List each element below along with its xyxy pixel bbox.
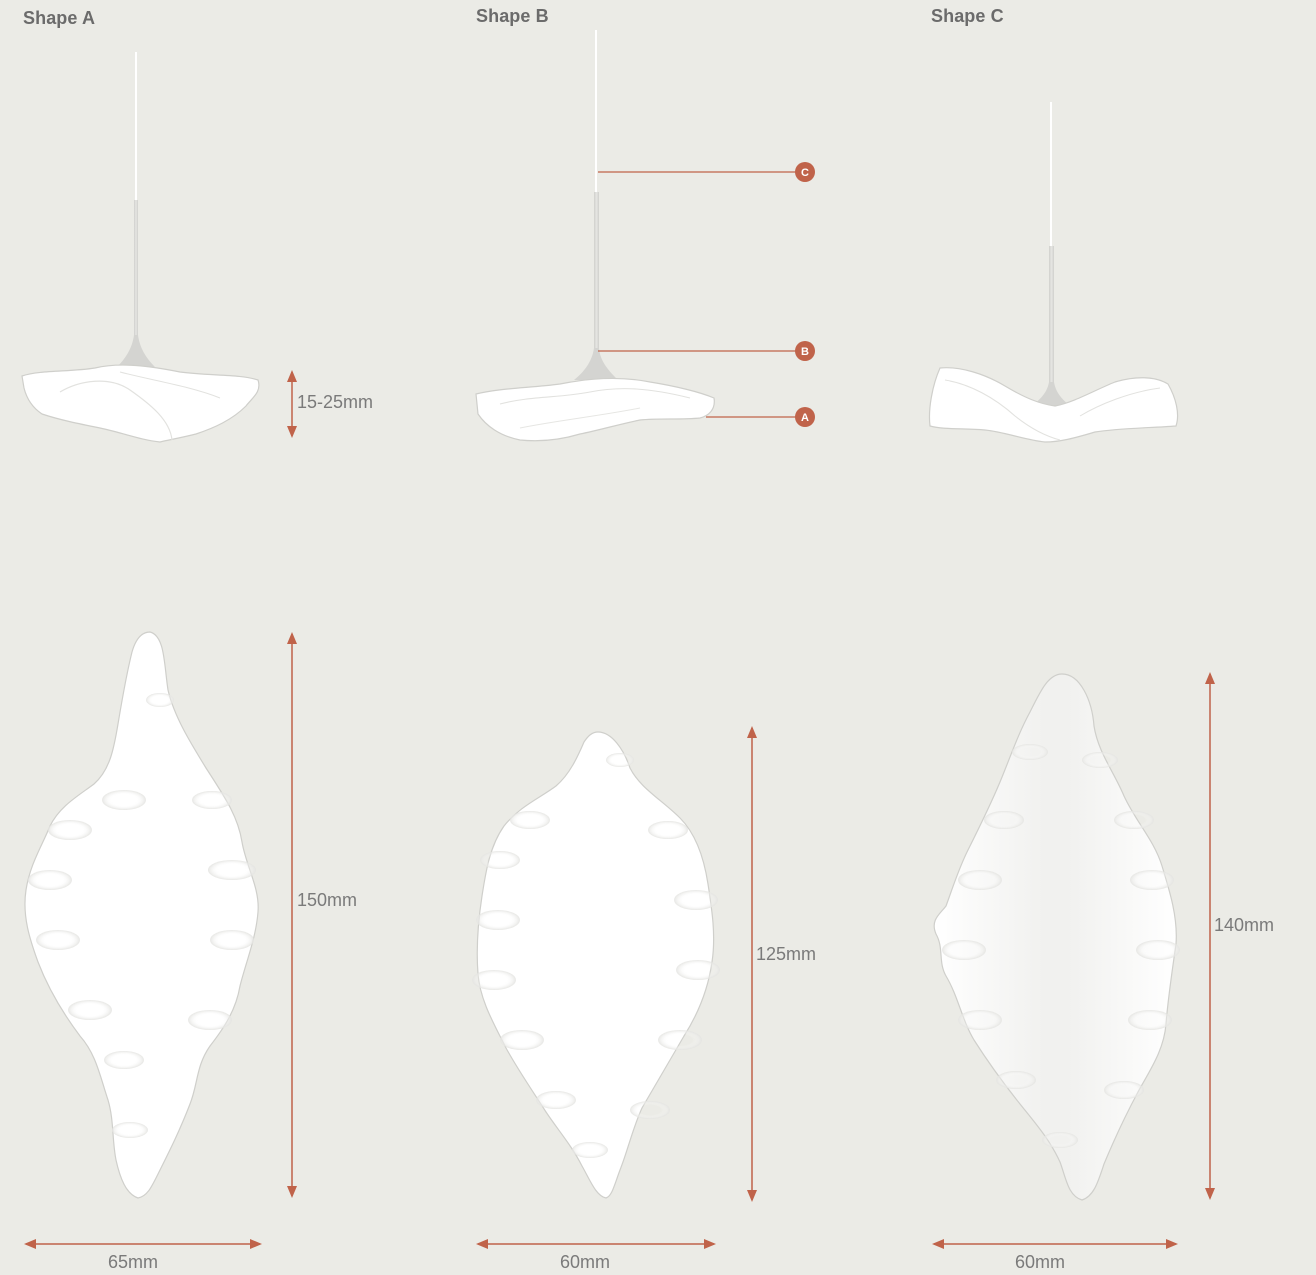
shape-a-stem xyxy=(134,200,138,340)
shape-b-width-label: 60mm xyxy=(560,1252,611,1272)
shape-b-length-label: 125mm xyxy=(756,944,817,964)
callout-c-marker xyxy=(795,162,815,182)
shape-c-length-label: 140mm xyxy=(1214,915,1275,935)
shape-c-shade-profile xyxy=(928,367,1179,443)
shape-c-width-label: 60mm xyxy=(1015,1252,1066,1272)
shape-a-length-label: 150mm xyxy=(297,890,358,910)
shape-c-title: Shape C xyxy=(931,6,1004,26)
shape-c-shade-outline xyxy=(933,673,1177,1201)
shape-b-title: Shape B xyxy=(476,6,549,26)
shape-a-width-label: 65mm xyxy=(108,1252,159,1272)
callout-b-marker xyxy=(795,341,815,361)
shape-a-canopy xyxy=(116,335,156,368)
shape-b-canopy xyxy=(574,348,618,380)
callout-a-marker xyxy=(795,407,815,427)
shape-a-side-view xyxy=(21,52,260,443)
shape-a-title: Shape A xyxy=(23,8,96,28)
shape-a-shade-outline xyxy=(24,631,259,1199)
shape-c-stem xyxy=(1049,246,1054,386)
shape-b-stem xyxy=(594,192,599,352)
callout-a-label: A xyxy=(801,412,809,424)
shape-c-side-view xyxy=(928,102,1179,443)
shape-b-side-view xyxy=(475,30,715,442)
shape-b-callouts: C B A xyxy=(598,162,815,427)
shape-b-top-view xyxy=(472,731,720,1199)
shape-a-top-view xyxy=(24,631,259,1199)
shape-a-shade-profile xyxy=(21,364,260,443)
callout-b-label: B xyxy=(801,346,809,358)
shape-a-height-label: 15-25mm xyxy=(297,392,374,412)
shape-b-shade-profile xyxy=(475,377,715,442)
callout-c-label: C xyxy=(801,167,809,179)
shape-b-shade-outline xyxy=(476,731,715,1199)
shape-c-top-view xyxy=(933,673,1180,1201)
